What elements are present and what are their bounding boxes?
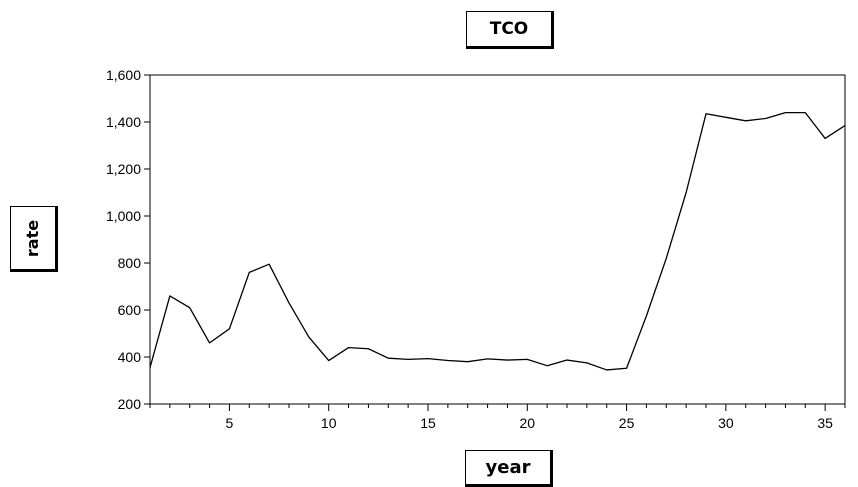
- y-tick-label: 1,000: [106, 208, 141, 224]
- x-tick-label: 25: [619, 415, 635, 431]
- y-tick-label: 800: [118, 255, 142, 271]
- y-tick-label: 1,400: [106, 114, 141, 130]
- y-tick-label: 600: [118, 302, 142, 318]
- x-tick-label: 30: [718, 415, 734, 431]
- y-tick-label: 200: [118, 396, 142, 412]
- x-tick-label: 20: [519, 415, 535, 431]
- plot-frame: [150, 75, 845, 404]
- x-tick-label: 15: [420, 415, 436, 431]
- x-tick-label: 10: [321, 415, 337, 431]
- y-tick-label: 1,600: [106, 67, 141, 83]
- y-tick-label: 1,200: [106, 161, 141, 177]
- series-line: [150, 113, 845, 370]
- y-tick-label: 400: [118, 349, 142, 365]
- x-tick-label: 5: [226, 415, 234, 431]
- x-tick-label: 35: [817, 415, 833, 431]
